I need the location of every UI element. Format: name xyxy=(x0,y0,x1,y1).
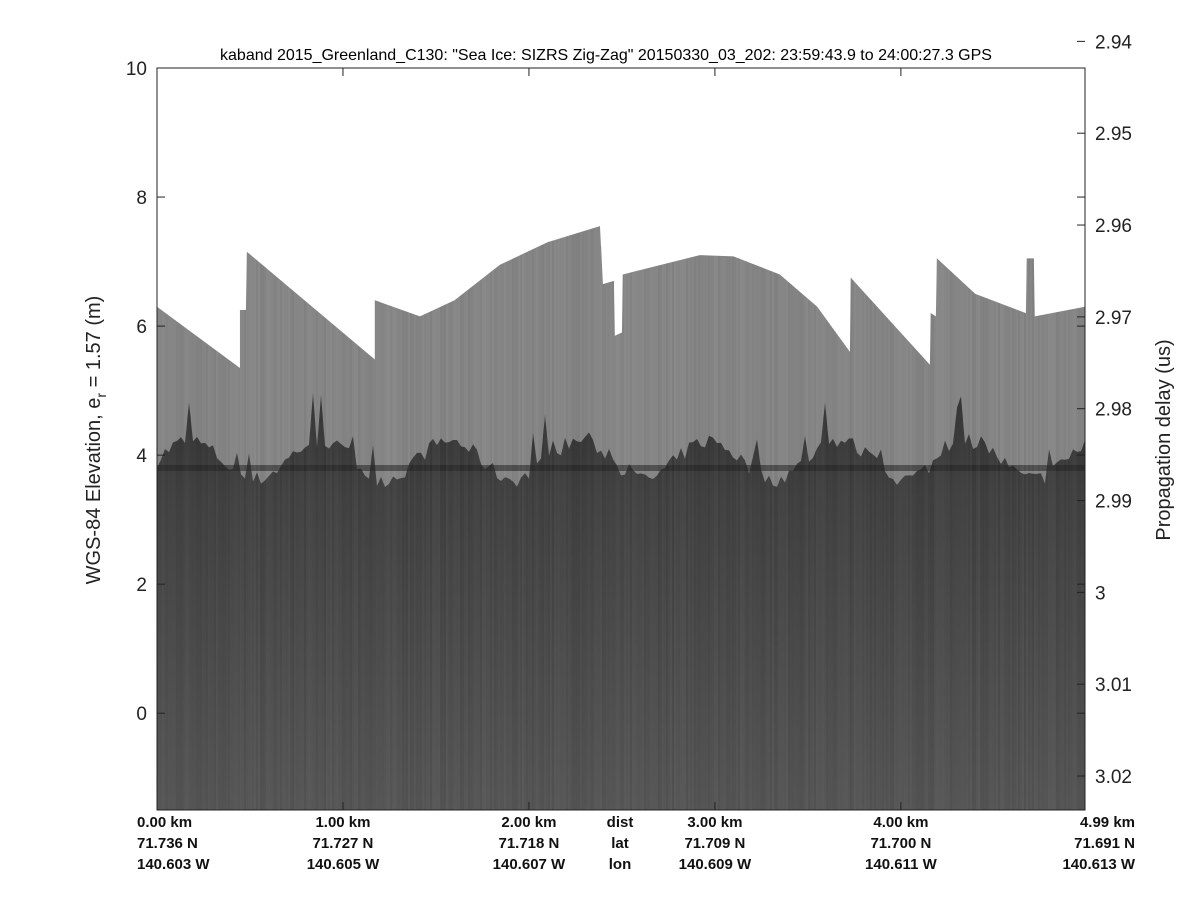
x-tick-lat-label: 71.736 N xyxy=(137,835,198,852)
x-tick-lon-label: 140.607 W xyxy=(493,856,566,873)
x-tick-dist-label: 1.00 km xyxy=(315,814,370,831)
y-left-tick-label: 6 xyxy=(136,317,147,338)
x-tick-lon-label: 140.605 W xyxy=(307,856,380,873)
y-left-tick-label: 10 xyxy=(126,59,147,80)
y-right-tick-label: 2.96 xyxy=(1095,216,1132,237)
x-tick-lat-label: 71.727 N xyxy=(313,835,374,852)
x-tick-dist-label: 2.00 km xyxy=(501,814,556,831)
y-axis-right-label: Propagation delay (us) xyxy=(1153,339,1175,540)
echogram-image xyxy=(157,226,1085,810)
x-tick-lat-label: 71.691 N xyxy=(1074,835,1135,852)
y-left-tick-label: 0 xyxy=(136,704,147,725)
subsurface-region xyxy=(157,393,1085,810)
x-tick-dist-label: 4.00 km xyxy=(873,814,928,831)
y-left-tick-label: 2 xyxy=(136,575,147,596)
y-right-tick-label: 3.01 xyxy=(1095,675,1132,696)
y-axis-left-label: WGS-84 Elevation, er = 1.57 (m) xyxy=(83,296,109,585)
chart-title: kaband 2015_Greenland_C130: "Sea Ice: SI… xyxy=(220,47,992,64)
x-tick-dist-label: 0.00 km xyxy=(137,814,192,831)
x-tick-dist-label: 3.00 km xyxy=(687,814,742,831)
y-right-tick-label: 2.98 xyxy=(1095,400,1132,421)
x-tick-dist-label: 4.99 km xyxy=(1080,814,1135,831)
x-row-label-lat: lat xyxy=(611,835,629,852)
y-right-tick-label: 2.99 xyxy=(1095,492,1132,513)
x-tick-lon-label: 140.611 W xyxy=(865,856,938,873)
x-row-label-dist: dist xyxy=(607,814,634,831)
y-right-tick-label: 3 xyxy=(1095,583,1106,604)
y-right-tick-label: 2.95 xyxy=(1095,124,1132,145)
x-tick-lat-label: 71.718 N xyxy=(498,835,559,852)
x-tick-lon-label: 140.609 W xyxy=(679,856,752,873)
x-tick-lat-label: 71.709 N xyxy=(684,835,745,852)
y-left-tick-label: 8 xyxy=(136,188,147,209)
y-right-tick-label: 3.02 xyxy=(1095,767,1132,788)
x-tick-lat-label: 71.700 N xyxy=(870,835,931,852)
y-right-tick-label: 2.97 xyxy=(1095,308,1132,329)
x-tick-lon-label: 140.613 W xyxy=(1062,856,1135,873)
y-left-tick-label: 4 xyxy=(136,446,147,467)
y-right-tick-label: 2.94 xyxy=(1095,32,1132,53)
x-tick-lon-label: 140.603 W xyxy=(137,856,210,873)
x-row-label-lon: lon xyxy=(609,856,632,873)
plot-frame xyxy=(156,67,1086,811)
